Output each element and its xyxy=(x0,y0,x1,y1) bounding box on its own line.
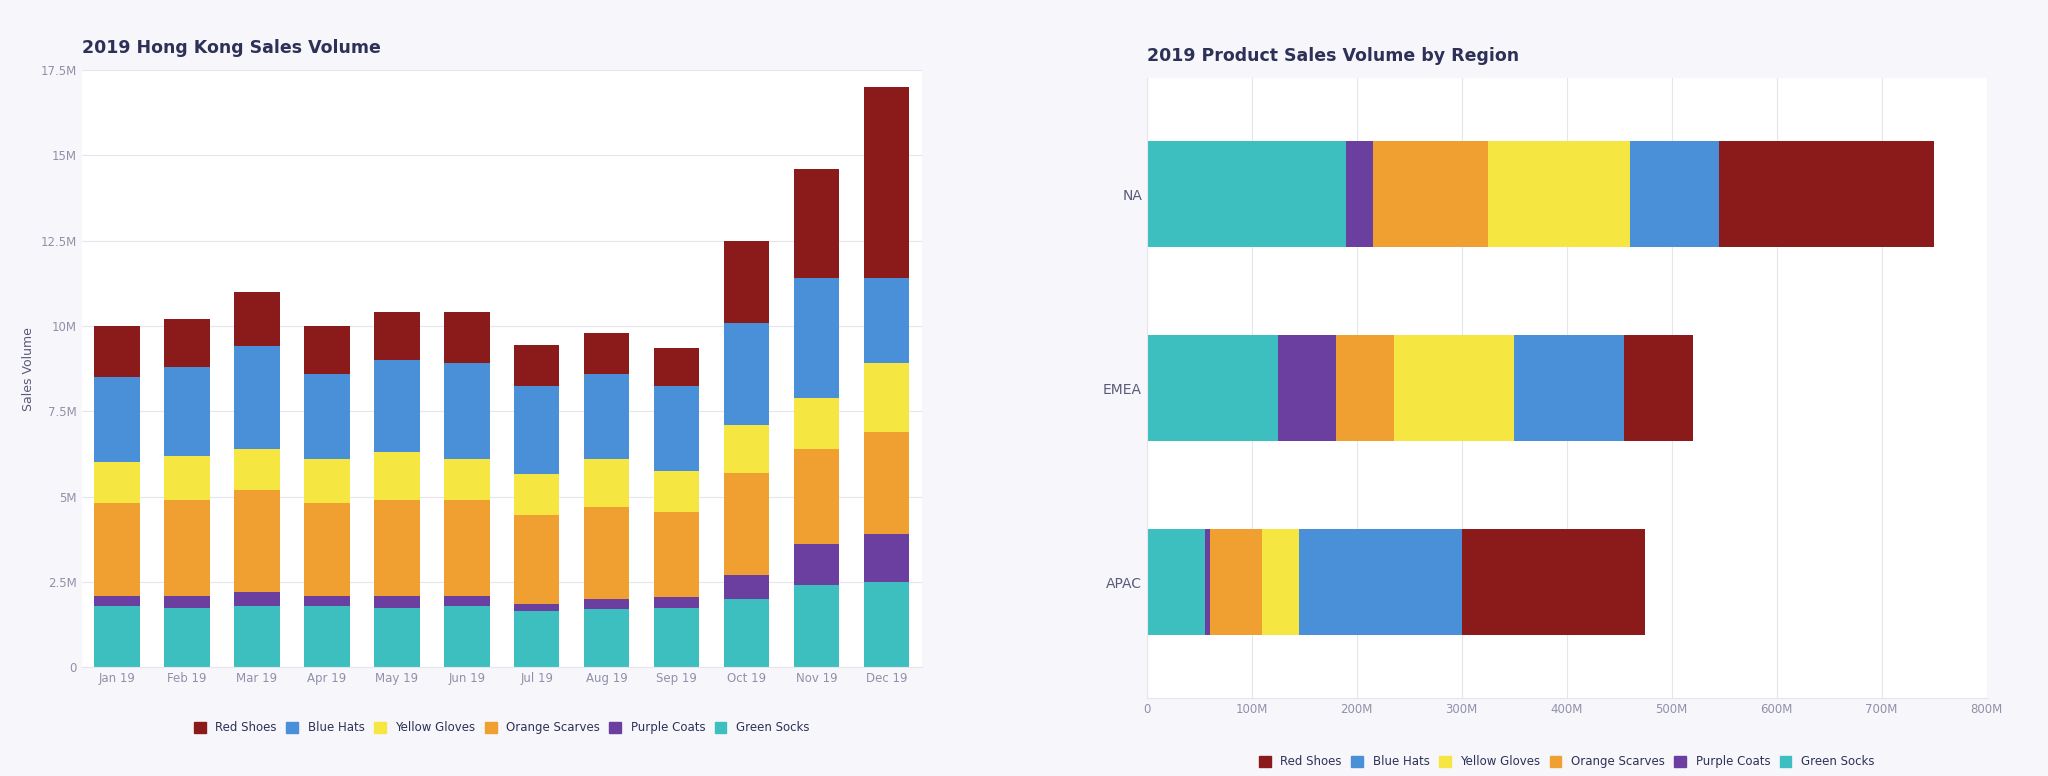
Bar xyxy=(653,608,700,667)
Bar xyxy=(94,326,139,377)
Bar xyxy=(795,545,840,585)
Bar xyxy=(444,500,489,596)
Bar xyxy=(233,606,281,667)
Bar xyxy=(233,346,281,449)
Bar xyxy=(795,278,840,397)
Bar xyxy=(444,606,489,667)
Bar xyxy=(233,449,281,490)
Bar xyxy=(514,386,559,474)
Bar xyxy=(653,512,700,598)
Bar xyxy=(375,596,420,608)
Bar xyxy=(584,507,629,599)
Legend: Red Shoes, Blue Hats, Yellow Gloves, Orange Scarves, Purple Coats, Green Socks: Red Shoes, Blue Hats, Yellow Gloves, Ora… xyxy=(1253,750,1880,773)
Bar xyxy=(375,452,420,500)
Bar xyxy=(795,169,840,278)
Bar xyxy=(584,609,629,667)
Bar xyxy=(1210,528,1262,636)
Bar xyxy=(1147,334,1278,442)
Bar xyxy=(375,312,420,360)
Bar xyxy=(584,333,629,374)
Bar xyxy=(723,323,770,425)
Bar xyxy=(303,459,350,504)
Bar xyxy=(795,585,840,667)
Bar xyxy=(375,360,420,452)
Bar xyxy=(864,534,909,582)
Bar xyxy=(233,592,281,606)
Bar xyxy=(653,348,700,386)
Bar xyxy=(1278,334,1335,442)
Bar xyxy=(1462,528,1645,636)
Bar xyxy=(94,377,139,462)
Bar xyxy=(94,606,139,667)
Bar xyxy=(514,345,559,386)
Bar xyxy=(444,596,489,606)
Legend: Red Shoes, Blue Hats, Yellow Gloves, Orange Scarves, Purple Coats, Green Socks: Red Shoes, Blue Hats, Yellow Gloves, Ora… xyxy=(188,717,815,739)
Bar xyxy=(444,312,489,363)
Bar xyxy=(375,500,420,596)
Bar xyxy=(514,605,559,611)
Bar xyxy=(375,608,420,667)
Bar xyxy=(1147,140,1346,248)
Bar xyxy=(1262,528,1298,636)
Bar xyxy=(795,397,840,449)
Bar xyxy=(164,367,209,456)
Bar xyxy=(233,292,281,346)
Bar xyxy=(94,596,139,606)
Bar xyxy=(514,611,559,667)
Bar xyxy=(94,462,139,504)
Text: 2019 Hong Kong Sales Volume: 2019 Hong Kong Sales Volume xyxy=(82,39,381,57)
Bar xyxy=(584,599,629,609)
Bar xyxy=(1393,334,1513,442)
Bar xyxy=(723,425,770,473)
Bar xyxy=(864,582,909,667)
Bar xyxy=(723,575,770,599)
Y-axis label: Sales Volume: Sales Volume xyxy=(23,327,35,411)
Text: 2019 Product Sales Volume by Region: 2019 Product Sales Volume by Region xyxy=(1147,47,1520,65)
Bar xyxy=(514,474,559,515)
Bar xyxy=(864,363,909,431)
Bar xyxy=(164,319,209,367)
Bar xyxy=(303,326,350,374)
Bar xyxy=(864,87,909,278)
Bar xyxy=(444,363,489,459)
Bar xyxy=(164,500,209,596)
Bar xyxy=(1624,334,1692,442)
Bar xyxy=(1204,528,1210,636)
Bar xyxy=(653,471,700,512)
Bar xyxy=(723,241,770,323)
Bar xyxy=(1513,334,1624,442)
Bar xyxy=(584,459,629,507)
Bar xyxy=(164,608,209,667)
Bar xyxy=(303,606,350,667)
Bar xyxy=(233,490,281,592)
Bar xyxy=(303,596,350,606)
Bar xyxy=(723,599,770,667)
Bar xyxy=(584,374,629,459)
Bar xyxy=(1489,140,1630,248)
Bar xyxy=(1630,140,1718,248)
Bar xyxy=(1346,140,1372,248)
Bar xyxy=(1147,528,1204,636)
Bar xyxy=(864,431,909,534)
Bar xyxy=(1298,528,1462,636)
Bar xyxy=(653,598,700,608)
Bar xyxy=(514,515,559,605)
Bar xyxy=(164,596,209,608)
Bar xyxy=(444,459,489,500)
Bar xyxy=(94,504,139,596)
Bar xyxy=(303,504,350,596)
Bar xyxy=(164,456,209,500)
Bar xyxy=(864,278,909,363)
Bar xyxy=(303,374,350,459)
Bar xyxy=(1335,334,1393,442)
Bar xyxy=(653,386,700,471)
Bar xyxy=(723,473,770,575)
Bar xyxy=(795,449,840,545)
Bar xyxy=(1372,140,1489,248)
Bar xyxy=(1718,140,1933,248)
